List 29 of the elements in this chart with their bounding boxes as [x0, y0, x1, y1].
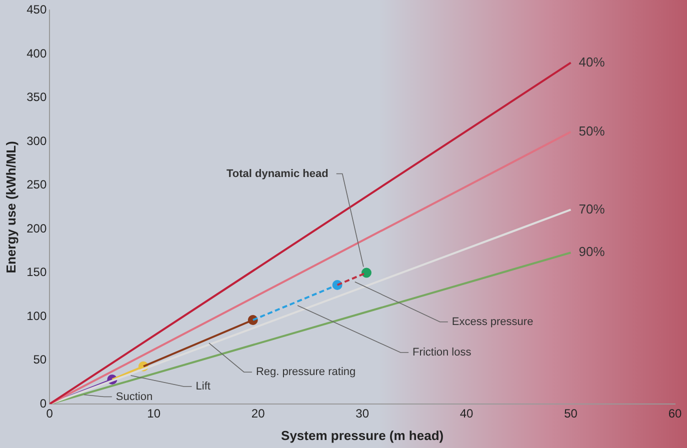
x-tick-label: 40 [460, 406, 474, 421]
annotation: Reg. pressure rating [256, 366, 356, 378]
series-label: 50% [578, 123, 606, 138]
series-label: 70% [578, 201, 606, 216]
x-tick-label: 50 [564, 406, 578, 421]
annotation: Lift [196, 380, 210, 393]
annotation: Suction [116, 390, 153, 403]
series-label: 40% [578, 54, 606, 70]
y-tick-label: 400 [26, 46, 47, 60]
x-tick-label: 20 [251, 406, 266, 421]
y-tick-label: 100 [26, 308, 47, 323]
y-axis-title: Energy use (kWh/ML) [3, 141, 18, 274]
x-tick-label: 60 [668, 406, 682, 421]
y-tick-label: 200 [26, 221, 47, 236]
annotation: Excess pressure [452, 316, 534, 328]
series-label: 90% [578, 244, 606, 260]
y-tick-label: 50 [33, 352, 47, 367]
annotation: Friction loss [412, 346, 472, 359]
point [361, 268, 372, 278]
y-tick-label: 300 [26, 134, 47, 148]
y-tick-label: 250 [26, 178, 47, 192]
x-tick-label: 10 [147, 406, 161, 421]
x-tick-label: 30 [356, 406, 370, 421]
y-tick-label: 150 [26, 265, 47, 280]
y-tick-label: 450 [26, 2, 47, 17]
y-tick-label: 350 [26, 90, 47, 104]
y-tick-label: 0 [40, 396, 47, 410]
x-axis-title: System pressure (m head) [281, 428, 444, 443]
annotation: Total dynamic head [226, 168, 328, 180]
